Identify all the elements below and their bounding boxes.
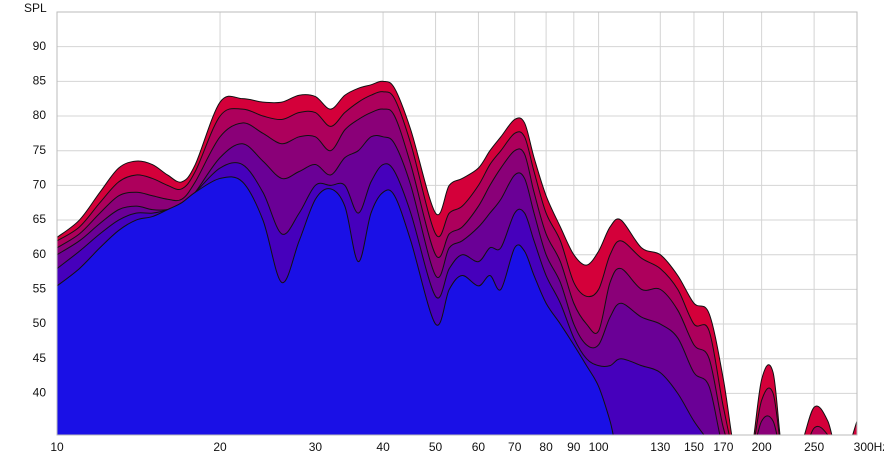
x-tick-label: 130 [650,440,670,454]
y-tick-label: 80 [33,108,47,122]
x-tick-label: 90 [567,440,581,454]
x-tick-label: 70 [508,440,522,454]
x-tick-label: 150 [684,440,704,454]
y-tick-label: 55 [33,282,47,296]
y-tick-label: 75 [33,143,47,157]
plot-frame [56,11,858,436]
x-tick-label: 100 [589,440,609,454]
decay-slice [57,176,614,435]
x-tick-label: 10 [50,440,64,454]
x-tick-label: 20 [213,440,227,454]
x-tick-label: 170 [713,440,733,454]
plot-area [57,80,857,435]
y-tick-label: 85 [33,74,47,88]
x-tick-label: 250 [804,440,824,454]
y-tick-label: 50 [33,316,47,330]
y-tick-label: 65 [33,212,47,226]
x-tick-label: 30 [309,440,323,454]
y-tick-label: 70 [33,178,47,192]
x-tick-label: 40 [376,440,390,454]
y-tick-label: 45 [33,351,47,365]
y-tick-label: 90 [33,39,47,53]
x-tick-label: 200 [752,440,772,454]
y-tick-label: 40 [33,386,47,400]
x-tick-label: 50 [429,440,443,454]
y-axis-label: SPL [24,1,47,15]
x-tick-label: 60 [472,440,486,454]
y-tick-label: 60 [33,247,47,261]
x-tick-label: 80 [539,440,553,454]
x-tick-label: 300Hz [854,440,884,454]
